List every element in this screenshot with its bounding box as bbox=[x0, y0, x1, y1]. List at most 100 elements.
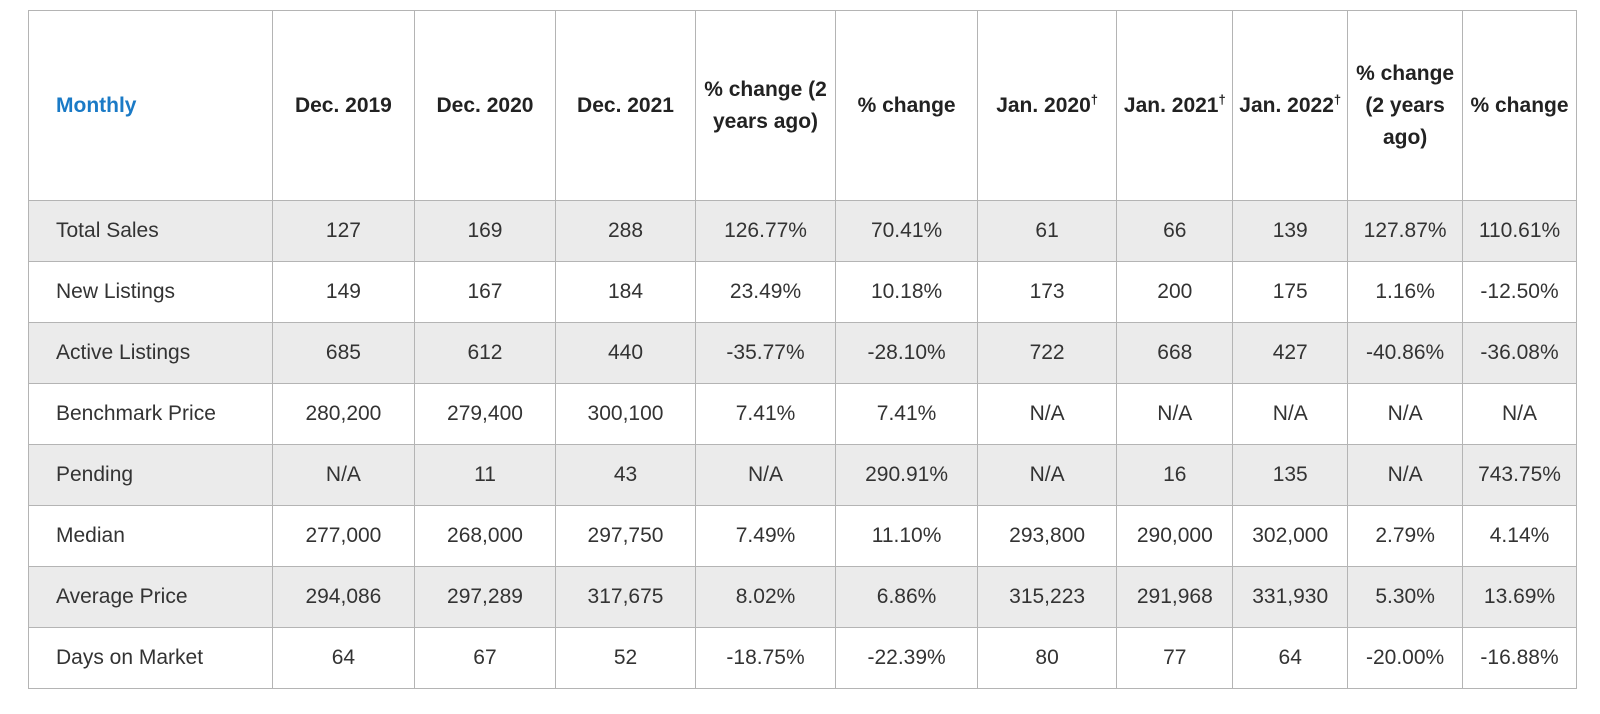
table-cell: 43 bbox=[555, 444, 696, 506]
table-cell: 268,000 bbox=[413, 505, 557, 567]
row-label: Average Price bbox=[27, 566, 274, 628]
table-cell: -16.88% bbox=[1462, 627, 1577, 689]
table-cell: 7.41% bbox=[835, 383, 978, 445]
table-row-total-sales: Total Sales 127 169 288 126.77% 70.41% 6… bbox=[27, 200, 1577, 262]
table-cell: 127.87% bbox=[1347, 200, 1464, 262]
table-cell: 11 bbox=[413, 444, 557, 506]
row-label: Active Listings bbox=[27, 322, 274, 384]
table-cell: 743.75% bbox=[1462, 444, 1577, 506]
table-cell: 5.30% bbox=[1347, 566, 1464, 628]
table-cell: 331,930 bbox=[1232, 566, 1349, 628]
table-cell: -40.86% bbox=[1347, 322, 1464, 384]
row-label: Days on Market bbox=[27, 627, 274, 689]
col-header-dec-change-2yr: % change (2 years ago) bbox=[694, 10, 837, 201]
table-cell: 291,968 bbox=[1116, 566, 1234, 628]
col-header-dec-change: % change bbox=[835, 10, 978, 201]
table-cell: 294,086 bbox=[272, 566, 415, 628]
table-cell: 149 bbox=[272, 261, 415, 323]
table-cell: -20.00% bbox=[1347, 627, 1464, 689]
table-cell: 2.79% bbox=[1347, 505, 1464, 567]
table-row-benchmark-price: Benchmark Price 280,200 279,400 300,100 … bbox=[27, 383, 1577, 445]
table-corner-label: Monthly bbox=[27, 10, 274, 201]
table-cell: 288 bbox=[555, 200, 696, 262]
table-row-active-listings: Active Listings 685 612 440 -35.77% -28.… bbox=[27, 322, 1577, 384]
table-cell: 139 bbox=[1232, 200, 1349, 262]
table-cell: 1.16% bbox=[1347, 261, 1464, 323]
table-cell: 64 bbox=[1232, 627, 1349, 689]
table-cell: 277,000 bbox=[272, 505, 415, 567]
table-cell: 80 bbox=[976, 627, 1118, 689]
col-header-dec-2020: Dec. 2020 bbox=[413, 10, 557, 201]
row-label: Benchmark Price bbox=[27, 383, 274, 445]
table-cell: 135 bbox=[1232, 444, 1349, 506]
table-cell: 52 bbox=[555, 627, 696, 689]
table-cell: N/A bbox=[1347, 444, 1464, 506]
header-row: Monthly Dec. 2019 Dec. 2020 Dec. 2021 % … bbox=[27, 10, 1577, 201]
table-cell: N/A bbox=[976, 383, 1118, 445]
table-cell: 315,223 bbox=[976, 566, 1118, 628]
table-cell: 200 bbox=[1116, 261, 1234, 323]
table-row-pending: Pending N/A 11 43 N/A 290.91% N/A 16 135… bbox=[27, 444, 1577, 506]
table-cell: N/A bbox=[272, 444, 415, 506]
table-cell: 169 bbox=[413, 200, 557, 262]
table-cell: 110.61% bbox=[1462, 200, 1577, 262]
col-header-jan-2021: Jan. 2021† bbox=[1116, 10, 1234, 201]
table-cell: 668 bbox=[1116, 322, 1234, 384]
table-cell: 427 bbox=[1232, 322, 1349, 384]
table-cell: 685 bbox=[272, 322, 415, 384]
table-cell: 23.49% bbox=[694, 261, 837, 323]
table-cell: 13.69% bbox=[1462, 566, 1577, 628]
col-header-dec-2019: Dec. 2019 bbox=[272, 10, 415, 201]
table-cell: 300,100 bbox=[555, 383, 696, 445]
table-cell: 184 bbox=[555, 261, 696, 323]
table-cell: N/A bbox=[1232, 383, 1349, 445]
table-cell: 4.14% bbox=[1462, 505, 1577, 567]
table-cell: 175 bbox=[1232, 261, 1349, 323]
table-cell: 7.41% bbox=[694, 383, 837, 445]
row-label: Median bbox=[27, 505, 274, 567]
table-cell: 290.91% bbox=[835, 444, 978, 506]
row-label: New Listings bbox=[27, 261, 274, 323]
col-header-jan-change: % change bbox=[1462, 10, 1577, 201]
table-cell: -28.10% bbox=[835, 322, 978, 384]
table-cell: N/A bbox=[976, 444, 1118, 506]
table-cell: 70.41% bbox=[835, 200, 978, 262]
col-header-dec-2021: Dec. 2021 bbox=[555, 10, 696, 201]
table-cell: 290,000 bbox=[1116, 505, 1234, 567]
table-row-median: Median 277,000 268,000 297,750 7.49% 11.… bbox=[27, 505, 1577, 567]
col-header-jan-change-2yr: % change (2 years ago) bbox=[1347, 10, 1464, 201]
table-row-average-price: Average Price 294,086 297,289 317,675 8.… bbox=[27, 566, 1577, 628]
row-label: Pending bbox=[27, 444, 274, 506]
table-cell: 612 bbox=[413, 322, 557, 384]
table-cell: 7.49% bbox=[694, 505, 837, 567]
table-cell: 127 bbox=[272, 200, 415, 262]
col-header-jan-2022: Jan. 2022† bbox=[1232, 10, 1349, 201]
table-cell: N/A bbox=[1116, 383, 1234, 445]
table-cell: 77 bbox=[1116, 627, 1234, 689]
table-cell: 297,289 bbox=[413, 566, 557, 628]
table-cell: 67 bbox=[413, 627, 557, 689]
table-row-new-listings: New Listings 149 167 184 23.49% 10.18% 1… bbox=[27, 261, 1577, 323]
table-cell: 66 bbox=[1116, 200, 1234, 262]
table-cell: 317,675 bbox=[555, 566, 696, 628]
table-cell: 297,750 bbox=[555, 505, 696, 567]
table-cell: 8.02% bbox=[694, 566, 837, 628]
row-label: Total Sales bbox=[27, 200, 274, 262]
table-cell: 11.10% bbox=[835, 505, 978, 567]
table-cell: 173 bbox=[976, 261, 1118, 323]
table-cell: 167 bbox=[413, 261, 557, 323]
table-cell: 126.77% bbox=[694, 200, 837, 262]
table-cell: 61 bbox=[976, 200, 1118, 262]
table-row-days-on-market: Days on Market 64 67 52 -18.75% -22.39% … bbox=[27, 627, 1577, 689]
table-cell: 722 bbox=[976, 322, 1118, 384]
monthly-stats-table: Monthly Dec. 2019 Dec. 2020 Dec. 2021 % … bbox=[27, 10, 1577, 689]
table-cell: 6.86% bbox=[835, 566, 978, 628]
table-cell: N/A bbox=[1347, 383, 1464, 445]
table-cell: 280,200 bbox=[272, 383, 415, 445]
table-cell: -36.08% bbox=[1462, 322, 1577, 384]
table-cell: 293,800 bbox=[976, 505, 1118, 567]
table-cell: 440 bbox=[555, 322, 696, 384]
table-cell: 64 bbox=[272, 627, 415, 689]
table-cell: N/A bbox=[1462, 383, 1577, 445]
table-cell: -18.75% bbox=[694, 627, 837, 689]
